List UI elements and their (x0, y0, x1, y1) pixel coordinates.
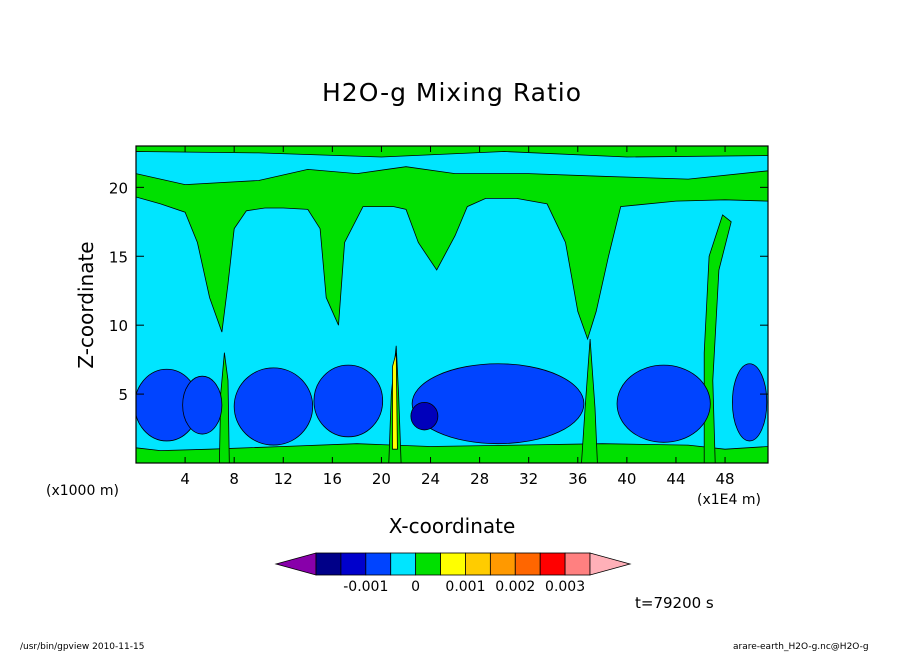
colorbar-cell (315, 552, 342, 576)
x-tick-label: 36 (568, 470, 587, 488)
x-tick-label: 32 (519, 470, 538, 488)
colorbar-cell (539, 552, 566, 576)
plume-47 (703, 214, 732, 463)
chart-title: H2O-g Mixing Ratio (321, 78, 583, 107)
x-tick-label: 44 (666, 470, 685, 488)
colorbar-cell (340, 552, 367, 576)
colorbar-tick-label: -0.001 (343, 579, 388, 595)
y-tick-label: 5 (118, 386, 128, 404)
colorbar-cell (564, 552, 591, 576)
x-tick-label: 16 (323, 470, 342, 488)
colorbar-cell (365, 552, 392, 576)
colorbar-lower-triangle (274, 552, 317, 576)
x-unit-label: (x1000 m) (46, 483, 119, 499)
time-label: t=79200 s (635, 594, 714, 612)
y-tick-label: 10 (109, 317, 128, 335)
colorbar-cell (489, 552, 516, 576)
y-tick-label: 20 (109, 179, 128, 197)
region-cyan-upper (136, 151, 768, 186)
x-tick-label: 4 (180, 470, 190, 488)
streak-yellow (392, 352, 398, 450)
x-multiplier-label: (x1E4 m) (697, 492, 761, 508)
footer-left: /usr/bin/gpview 2010-11-15 (20, 642, 145, 652)
colorbar-cell (514, 552, 541, 576)
x-tick-label: 24 (421, 470, 440, 488)
colorbar-cell (415, 552, 441, 576)
x-tick-label: 20 (372, 470, 391, 488)
x-tick-label: 12 (274, 470, 293, 488)
x-tick-label: 28 (470, 470, 489, 488)
colorbar-tick-label: 0 (411, 579, 420, 595)
x-tick-label: 40 (617, 470, 636, 488)
colorbar-tick-label: 0.002 (495, 579, 535, 595)
x-tick-label: 8 (229, 470, 239, 488)
colorbar-cell (465, 552, 491, 576)
plume-37 (581, 338, 598, 463)
colorbar-cell (390, 552, 417, 576)
plot-frame (135, 145, 769, 464)
colorbar-tick-label: 0.003 (545, 579, 585, 595)
colorbar-upper-triangle (589, 552, 632, 576)
colorbar-tick-label: 0.001 (445, 579, 485, 595)
colorbar-cell (440, 552, 466, 576)
footer-right: arare-earth_H2O-g.nc@H2O-g (733, 642, 869, 652)
x-axis-label: X-coordinate (388, 514, 516, 538)
y-tick-label: 15 (109, 248, 128, 266)
x-tick-label: 48 (716, 470, 735, 488)
contour-field (136, 146, 768, 463)
